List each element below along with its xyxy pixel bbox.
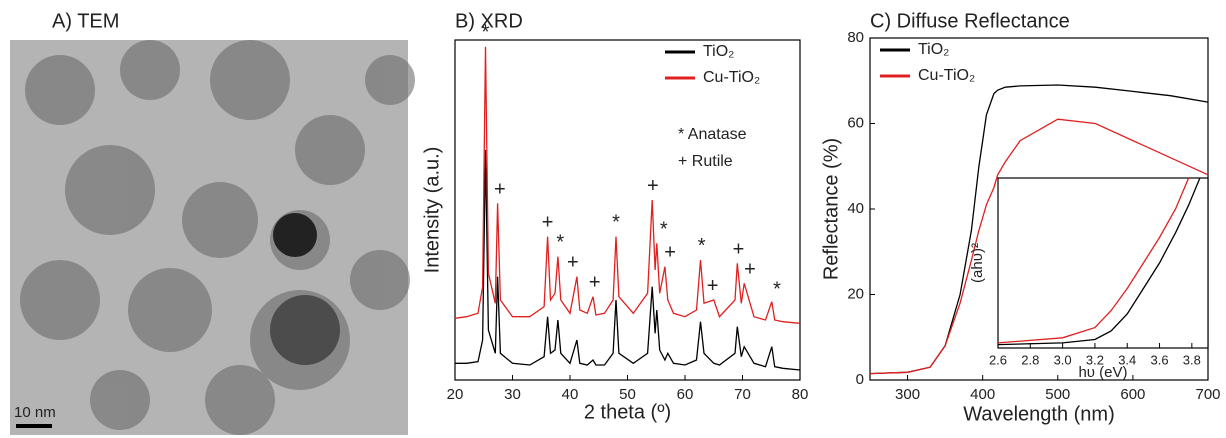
panel-title: C) Diffuse Reflectance <box>870 10 1070 32</box>
peak-marker: + <box>567 252 579 274</box>
x-tick-label: 30 <box>504 386 521 403</box>
data-line <box>997 177 1190 344</box>
data-line <box>454 46 801 324</box>
x-tick-label: 600 <box>1120 386 1145 403</box>
y-axis-label: Intensity (a.u.) <box>421 147 443 274</box>
x-tick-label: 700 <box>1195 386 1220 403</box>
x-tick-label: 40 <box>562 386 579 403</box>
peak-marker: + <box>664 242 676 264</box>
legend-label: Cu-TiO₂ <box>703 69 760 86</box>
data-line <box>997 177 1201 346</box>
panel-title: B) XRD <box>455 10 523 32</box>
x-tick-label: 500 <box>1045 386 1070 403</box>
marker-legend: * Anatase <box>678 126 747 143</box>
legend-label: TiO₂ <box>703 43 734 60</box>
legend-label: TiO₂ <box>918 41 949 58</box>
plot-frame <box>454 39 801 381</box>
x-tick-label: 3.6 <box>1150 352 1168 367</box>
dark-particle <box>273 213 317 257</box>
x-axis-label: 2 theta (º) <box>584 401 671 423</box>
panel-title: A) TEM <box>52 10 119 32</box>
data-line <box>869 118 1209 375</box>
x-tick-label: 3.8 <box>1183 352 1201 367</box>
peak-marker: + <box>733 238 745 260</box>
peak-marker: * <box>556 232 564 254</box>
peak-marker: * <box>773 278 781 300</box>
dark-particle <box>270 295 340 365</box>
x-tick-label: 3.4 <box>1118 352 1136 367</box>
scale-bar-label: 10 nm <box>14 404 56 421</box>
x-tick-label: 2.6 <box>989 352 1007 367</box>
x-tick-label: 60 <box>677 386 694 403</box>
peak-marker: + <box>542 212 554 234</box>
y-axis-label: Reflectance (%) <box>820 138 842 280</box>
x-tick-label: 50 <box>619 386 636 403</box>
scale-bar <box>16 424 52 428</box>
peak-marker: * <box>660 218 668 240</box>
x-tick-label: 70 <box>734 386 751 403</box>
x-axis-label: hυ (eV) <box>1078 364 1127 381</box>
x-tick-label: 400 <box>970 386 995 403</box>
peak-marker: * <box>698 235 706 257</box>
peak-marker: * <box>612 212 620 234</box>
y-tick-label: 60 <box>847 114 864 131</box>
peak-marker: + <box>494 178 506 200</box>
x-tick-label: 3.0 <box>1054 352 1072 367</box>
x-tick-label: 20 <box>447 386 464 403</box>
plot-frame <box>997 177 1209 349</box>
x-tick-label: 300 <box>895 386 920 403</box>
peak-marker: + <box>589 272 601 294</box>
peak-marker: + <box>647 175 659 197</box>
legend-label: Cu-TiO₂ <box>918 67 975 84</box>
y-tick-label: 0 <box>856 371 864 388</box>
x-axis-label: Wavelength (nm) <box>963 403 1115 425</box>
y-axis-label: (ahυ)² <box>969 243 986 283</box>
y-tick-label: 20 <box>847 285 864 302</box>
data-line <box>455 149 801 371</box>
y-tick-label: 40 <box>847 200 864 217</box>
tem-panel: A) TEM 10 nm <box>10 10 415 435</box>
x-tick-label: 80 <box>792 386 809 403</box>
marker-legend: + Rutile <box>678 153 733 170</box>
x-tick-label: 2.8 <box>1021 352 1039 367</box>
peak-marker: + <box>707 275 719 297</box>
x-tick-label: 3.2 <box>1086 352 1104 367</box>
peak-marker: * <box>482 22 490 44</box>
peak-marker: + <box>744 258 756 280</box>
y-tick-label: 80 <box>847 29 864 46</box>
